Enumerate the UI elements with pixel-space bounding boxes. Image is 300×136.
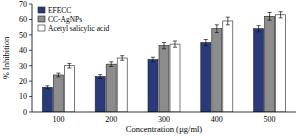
bar bbox=[117, 58, 127, 112]
y-tick bbox=[29, 112, 32, 113]
y-tick bbox=[29, 81, 32, 82]
bar bbox=[201, 43, 211, 112]
x-axis bbox=[32, 112, 296, 113]
error-bar bbox=[56, 73, 60, 77]
x-tick-label: 100 bbox=[52, 115, 64, 124]
bar bbox=[170, 44, 180, 112]
legend-swatch bbox=[38, 25, 45, 31]
x-axis-label: Concentration (µg/ml) bbox=[126, 124, 203, 134]
y-axis-label: % Inhibition bbox=[1, 36, 11, 79]
error-bar bbox=[279, 12, 283, 18]
error-bar bbox=[215, 25, 219, 33]
bars bbox=[42, 12, 285, 112]
error-bar bbox=[268, 12, 272, 20]
y-tick-label: 20 bbox=[19, 77, 27, 86]
bar bbox=[265, 16, 275, 112]
bar bbox=[148, 60, 158, 112]
y-tick-label: 0 bbox=[23, 108, 27, 117]
bar bbox=[223, 21, 233, 112]
x-tick-label: 300 bbox=[158, 115, 170, 124]
y-tick-label: 60 bbox=[19, 15, 27, 24]
error-bar bbox=[173, 41, 177, 47]
error-bar bbox=[109, 62, 113, 67]
y-tick-label: 30 bbox=[19, 62, 27, 71]
bar bbox=[64, 66, 74, 112]
bar bbox=[159, 46, 169, 112]
error-bar bbox=[226, 17, 230, 25]
legend-label: EFECC bbox=[48, 6, 71, 15]
bar bbox=[42, 87, 52, 112]
y-axis bbox=[32, 4, 33, 112]
bar bbox=[53, 75, 63, 112]
error-bar bbox=[162, 43, 166, 49]
y-tick bbox=[29, 50, 32, 51]
chart: 0 10 20 30 40 50 60 70 100 200 300 400 500 Concentrat… bbox=[0, 0, 300, 136]
legend-swatch bbox=[38, 7, 45, 13]
legend-label: CC-AgNPs bbox=[48, 15, 82, 24]
bar bbox=[95, 77, 105, 112]
error-bar bbox=[98, 75, 102, 79]
error-bar bbox=[204, 39, 208, 45]
bar bbox=[106, 64, 116, 112]
y-tick-label: 10 bbox=[19, 92, 27, 101]
x-tick-label: 500 bbox=[264, 115, 276, 124]
y-tick bbox=[29, 34, 32, 35]
bar bbox=[212, 29, 222, 112]
legend-swatch bbox=[38, 16, 45, 22]
error-bar bbox=[257, 26, 261, 32]
y-tick bbox=[29, 65, 32, 66]
legend-label: Acetyl salicylic acid bbox=[48, 24, 109, 33]
error-bar bbox=[151, 57, 155, 62]
bar bbox=[254, 29, 264, 112]
error-bar bbox=[120, 56, 124, 61]
y-tick bbox=[29, 96, 32, 97]
y-tick bbox=[29, 19, 32, 20]
error-bar bbox=[45, 86, 49, 89]
y-tick-label: 40 bbox=[19, 46, 27, 55]
x-tick-label: 200 bbox=[105, 115, 117, 124]
bar bbox=[276, 15, 286, 112]
legend: EFECCCC-AgNPsAcetyl salicylic acid bbox=[38, 6, 109, 33]
y-tick-label: 70 bbox=[19, 0, 27, 9]
y-tick bbox=[29, 4, 32, 5]
y-tick-label: 50 bbox=[19, 31, 27, 40]
error-bar bbox=[67, 63, 71, 68]
x-tick-label: 400 bbox=[211, 115, 223, 124]
